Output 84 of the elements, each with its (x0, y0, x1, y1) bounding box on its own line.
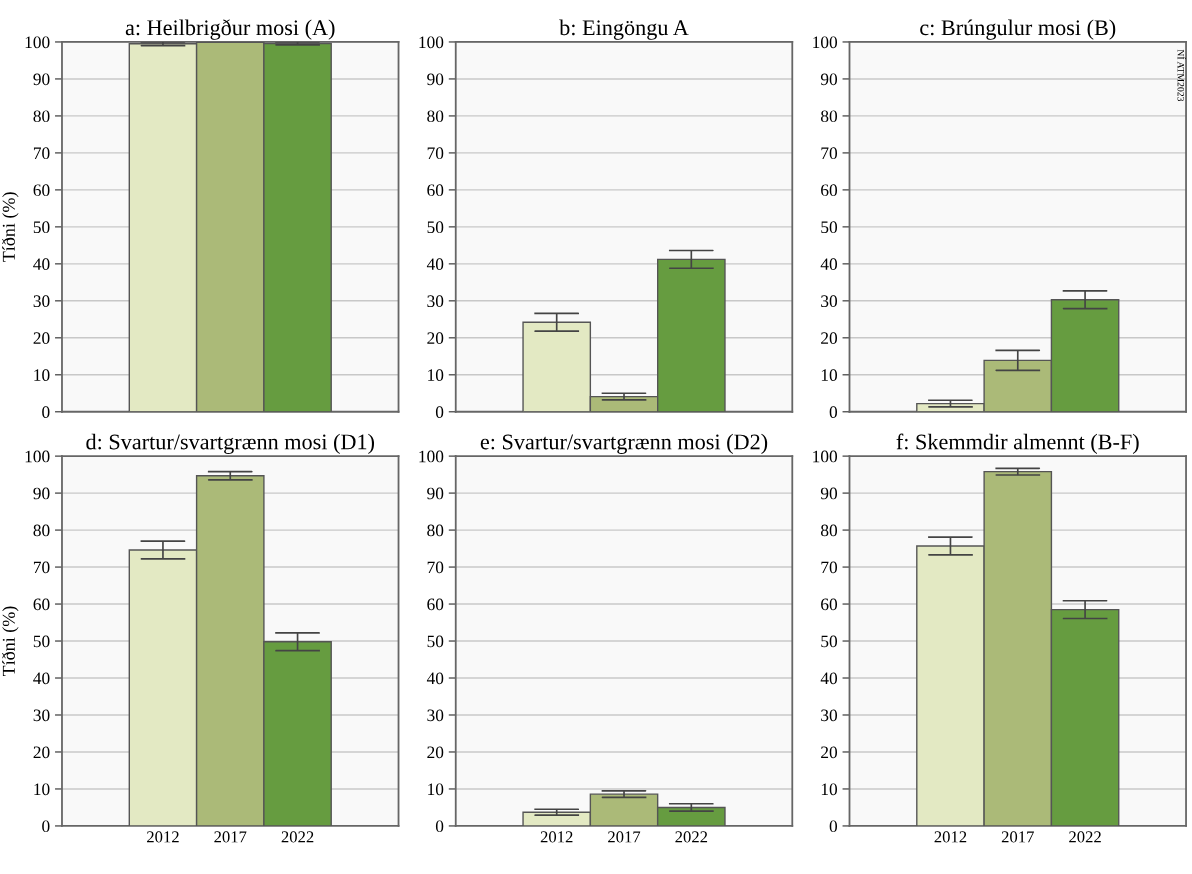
y-tick-label: 40 (426, 258, 444, 271)
y-tick-label: 0 (42, 406, 50, 418)
y-tick-label: 70 (821, 561, 838, 574)
y-tick-label: 40 (820, 672, 838, 685)
y-tick-label: 40 (426, 672, 444, 685)
chart-title: c: Brúngulur mosi (B) (920, 19, 1116, 40)
y-tick-label: 10 (428, 369, 444, 381)
y-tick-label: 40 (33, 672, 50, 685)
text: NÍ ATM2023 (1177, 49, 1186, 102)
y-tick-label: 100 (419, 450, 444, 463)
y-tick-label: 100 (25, 450, 50, 463)
y-tick-label: 10 (821, 369, 838, 381)
y-tick-label: 20 (821, 746, 838, 759)
y-tick-label: 20 (427, 746, 444, 759)
y-tick-label: 80 (427, 524, 444, 537)
y-tick-label: 30 (427, 295, 444, 308)
y-tick-label: 40 (820, 258, 838, 271)
y-tick-label: 30 (33, 709, 50, 722)
y-tick-label: 60 (33, 184, 50, 197)
x-tick-label: 2022 (281, 831, 314, 843)
chart-title: d: Svartur/svartgrænn mosi (D1) (86, 433, 375, 454)
y-tick-label: 20 (427, 332, 444, 344)
x-tick-label: 2017 (608, 831, 641, 843)
y-tick-label: 90 (427, 487, 444, 500)
y-tick-label: 20 (33, 746, 50, 759)
y-tick-label: 0 (829, 406, 838, 418)
chart-title: e: Svartur/svartgrænn mosi (D2) (480, 433, 768, 454)
y-tick-label: 10 (34, 369, 50, 381)
y-tick-label: 50 (33, 635, 50, 648)
y-tick-label: 90 (33, 73, 50, 86)
y-tick-label: 20 (821, 332, 838, 344)
y-tick-label: 90 (820, 73, 838, 86)
y-tick-label: 0 (435, 406, 444, 418)
y-tick-label: 60 (821, 598, 838, 611)
y-tick-label: 50 (821, 635, 838, 648)
x-tick-label: 2012 (934, 831, 967, 843)
x-tick-label: 2022 (675, 831, 708, 843)
y-tick-label: 60 (427, 184, 444, 197)
y-tick-label: 70 (427, 147, 444, 160)
y-tick-label: 80 (820, 110, 838, 123)
x-tick-label: 2017 (1001, 831, 1034, 843)
y-tick-label: 70 (33, 561, 50, 574)
y-tick-label: 30 (821, 709, 838, 722)
y-tick-label: 70 (33, 147, 50, 160)
y-tick-label: 100 (25, 36, 50, 49)
x-tick-label: 2012 (540, 831, 573, 843)
y-tick-label: 10 (428, 783, 444, 796)
y-tick-label: 0 (42, 820, 50, 833)
y-tick-label: 10 (34, 783, 50, 796)
y-tick-label: 60 (821, 184, 838, 197)
y-tick-label: 60 (427, 598, 444, 611)
y-tick-label: 50 (821, 221, 838, 234)
y-tick-label: 100 (419, 36, 444, 49)
x-tick-label: 2022 (1069, 831, 1101, 843)
y-axis-title: Tíðni (%) (2, 606, 19, 677)
y-tick-label: 60 (33, 598, 50, 611)
y-tick-label: 70 (427, 561, 444, 574)
y-tick-label: 90 (820, 487, 838, 500)
y-axis-title: Tíðni (%) (2, 192, 19, 262)
y-tick-label: 90 (427, 73, 444, 86)
chart-title: f: Skemmdir almennt (B-F) (896, 433, 1139, 454)
y-tick-label: 50 (427, 221, 444, 234)
chart-title: a: Heilbrigður mosi (A) (125, 19, 335, 40)
y-tick-label: 80 (427, 110, 444, 123)
y-tick-label: 100 (813, 450, 838, 463)
y-tick-label: 20 (33, 332, 50, 344)
y-tick-label: 50 (33, 221, 50, 234)
y-tick-label: 70 (821, 147, 838, 160)
y-tick-label: 30 (821, 295, 838, 308)
y-tick-label: 80 (33, 524, 50, 537)
x-tick-label: 2012 (147, 831, 179, 843)
chart-title: b: Eingöngu A (559, 19, 689, 40)
x-tick-label: 2017 (214, 831, 247, 843)
y-tick-label: 30 (33, 295, 50, 308)
y-tick-label: 0 (435, 820, 444, 833)
y-tick-label: 50 (427, 635, 444, 648)
y-tick-label: 30 (427, 709, 444, 722)
y-tick-label: 0 (829, 820, 838, 833)
y-tick-label: 10 (821, 783, 838, 796)
y-tick-label: 80 (820, 524, 838, 537)
y-tick-label: 100 (813, 36, 838, 49)
y-tick-label: 40 (33, 258, 50, 271)
y-tick-label: 80 (33, 110, 50, 123)
y-tick-label: 90 (33, 487, 50, 500)
